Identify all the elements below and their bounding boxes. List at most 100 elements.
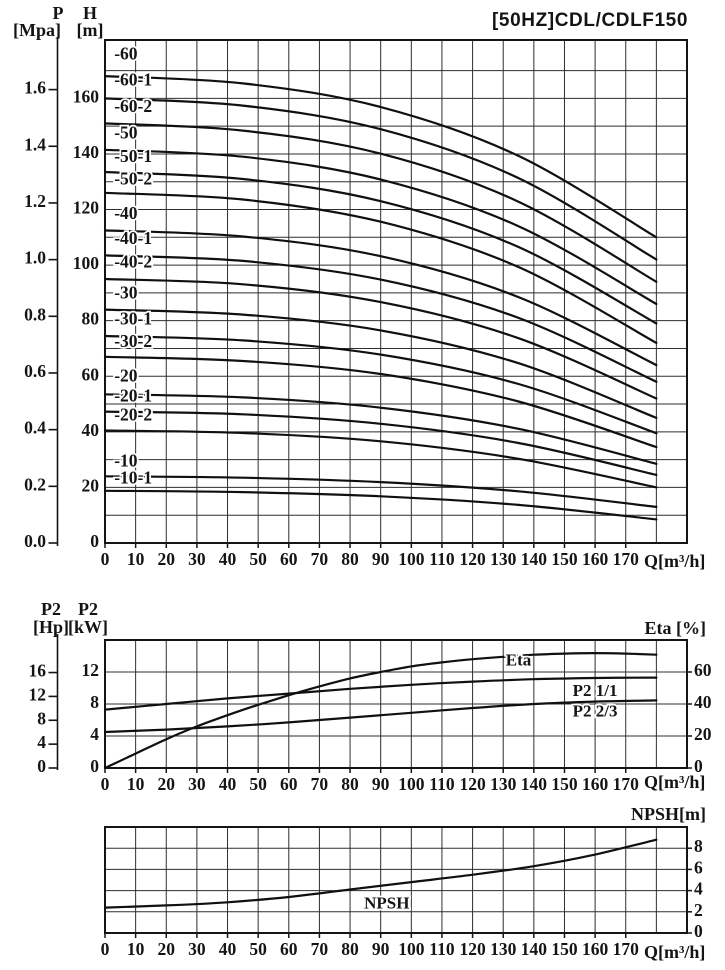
x-tick-label: 130 — [490, 774, 517, 794]
curve--50-1 — [103, 170, 658, 325]
x-tick-label: 20 — [158, 939, 176, 959]
curve-label--60: -60 — [114, 43, 138, 63]
eta-tick-label: 60 — [694, 660, 712, 680]
curve-NPSH — [103, 838, 658, 909]
x-tick-label: 110 — [429, 774, 455, 794]
x-tick-label: 20 — [158, 549, 176, 569]
eta-tick-label: 0 — [694, 756, 703, 776]
npsh-tick-label: 6 — [694, 857, 703, 877]
x-tick-label: 160 — [582, 774, 609, 794]
x-tick-label: 100 — [398, 774, 425, 794]
x-tick-label: 140 — [521, 774, 548, 794]
x-tick-label: 50 — [249, 549, 267, 569]
x-tick-label: 70 — [311, 549, 329, 569]
curve--50 — [103, 148, 658, 306]
curve-P223 — [103, 699, 658, 734]
curve-label--40-1: -40-1 — [114, 228, 152, 248]
curve-label--40-2: -40-2 — [114, 252, 152, 272]
x-tick-label: 160 — [582, 939, 609, 959]
plot-border — [104, 826, 688, 934]
plot-border — [104, 39, 688, 544]
kw-tick-label: 12 — [82, 660, 100, 680]
x-tick-label: 120 — [459, 549, 486, 569]
x-tick-label: 90 — [372, 939, 390, 959]
curve--50-2 — [103, 191, 658, 344]
curve-label--10-1: -10-1 — [114, 468, 152, 488]
hp-tick-label: 4 — [37, 732, 46, 752]
p-tick-label: 0.2 — [24, 474, 46, 494]
npsh-axis-title: NPSH[m] — [631, 804, 706, 824]
h-tick-label: 80 — [82, 309, 100, 329]
x-tick-label: 60 — [280, 939, 298, 959]
x-tick-label: 60 — [280, 774, 298, 794]
h-axis-unit: [m] — [76, 20, 104, 40]
series-label-Eta: Eta — [506, 651, 532, 670]
curve-label--20: -20 — [114, 366, 138, 386]
curve-label--10: -10 — [114, 450, 138, 470]
curve-label--50: -50 — [114, 123, 138, 143]
curve-label--20-1: -20-1 — [114, 386, 152, 406]
x-tick-label: 90 — [372, 549, 390, 569]
p-tick-label: 1.2 — [24, 191, 46, 211]
curve--40 — [103, 229, 658, 367]
curve--60 — [103, 75, 658, 239]
x-tick-label: 30 — [188, 774, 206, 794]
curve--10-1 — [103, 489, 658, 521]
curve-label--50-2: -50-2 — [114, 168, 152, 188]
x-tick-label: 50 — [249, 774, 267, 794]
x-tick-label: 110 — [429, 939, 455, 959]
curve--30-1 — [103, 334, 658, 435]
x-tick-label: 70 — [311, 939, 329, 959]
x-tick-label: 70 — [311, 774, 329, 794]
x-tick-label: 100 — [398, 549, 425, 569]
curve--20 — [103, 393, 658, 465]
hp-tick-label: 8 — [37, 708, 46, 728]
curve-label--30-1: -30-1 — [114, 309, 152, 329]
hp-tick-label: 0 — [37, 756, 46, 776]
p-tick-label: 0.4 — [24, 418, 46, 438]
curve-Eta — [103, 651, 658, 770]
p2hp-axis-title: P2 — [41, 599, 61, 619]
x-tick-label: 90 — [372, 774, 390, 794]
chart-title: [50HZ]CDL/CDLF150 — [492, 10, 688, 31]
curve-label--40: -40 — [114, 203, 138, 223]
curve-label--20-2: -20-2 — [114, 405, 152, 425]
curve--60-1 — [103, 97, 658, 261]
npsh-chart: 0 10 20 30 40 50 60 70 80 90 100 110 120 130 140 150 160… — [101, 826, 703, 959]
h-tick-label: 160 — [73, 86, 100, 106]
x-tick-label: 10 — [127, 549, 145, 569]
power-efficiency-chart: 0 10 20 30 40 50 60 70 80 90 100 110 120 130 140 150 160… — [29, 634, 712, 794]
kw-tick-label: 0 — [90, 756, 99, 776]
x-tick-label: 30 — [188, 549, 206, 569]
h-tick-label: 140 — [73, 142, 100, 162]
x-tick-label: 10 — [127, 774, 145, 794]
x-tick-label: 60 — [280, 549, 298, 569]
h-tick-label: 0 — [90, 531, 99, 551]
x-tick-label: 10 — [127, 939, 145, 959]
curve-label--60-1: -60-1 — [114, 70, 152, 90]
h-tick-label: 100 — [73, 253, 100, 273]
series-label-NPSH: NPSH — [364, 893, 409, 912]
p-tick-label: 1.4 — [24, 134, 46, 154]
npsh-tick-label: 8 — [694, 836, 703, 856]
h-tick-label: 20 — [82, 475, 100, 495]
curve--30-2 — [103, 355, 658, 449]
npsh-tick-label: 4 — [694, 879, 703, 899]
kw-tick-label: 4 — [90, 724, 99, 744]
x-tick-label: 0 — [101, 939, 110, 959]
p-tick-label: 1.6 — [24, 78, 46, 98]
x-tick-label: 80 — [341, 774, 359, 794]
p2kw-axis-title: P2 — [78, 599, 98, 619]
curve--60-2 — [103, 122, 658, 283]
x-tick-label: 120 — [459, 774, 486, 794]
npsh-tick-label: 0 — [694, 921, 703, 941]
x-tick-label: 140 — [521, 939, 548, 959]
x-tick-label: 150 — [551, 549, 578, 569]
curve--40-2 — [103, 277, 658, 400]
p-tick-label: 0.8 — [24, 304, 46, 324]
x-tick-label: 80 — [341, 939, 359, 959]
q-axis-label-main: Q[m³/h] — [644, 551, 706, 571]
x-tick-label: 130 — [490, 549, 517, 569]
p-tick-label: 1.0 — [24, 248, 46, 268]
